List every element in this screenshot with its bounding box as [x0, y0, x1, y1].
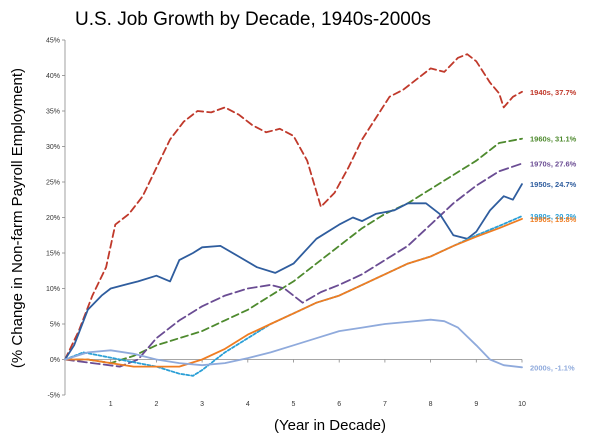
series-line-2000s — [64, 318, 523, 369]
y-tick-label: 0% — [50, 357, 60, 364]
y-tick-label: -5% — [48, 393, 60, 400]
series-label-1940s: 1940s, 37.7% — [530, 88, 577, 97]
x-tick-label: 7 — [383, 401, 387, 408]
y-tick-label: 45% — [46, 38, 60, 45]
series-label-1970s: 1970s, 27.6% — [530, 160, 577, 169]
series-labels: 1940s, 37.7% 1960s, 31.1% 1970s, 27.6% 1950… — [530, 88, 577, 372]
x-tick-label: 3 — [200, 401, 204, 408]
series-label-1950s: 1950s, 24.7% — [530, 180, 577, 189]
x-axis-title: (Year in Decade) — [274, 417, 386, 434]
x-tick-label: 5 — [292, 401, 296, 408]
y-tick-label: 30% — [46, 144, 60, 151]
series-line-1990s — [64, 218, 523, 368]
y-tick-label: 5% — [50, 322, 60, 329]
series-label-2000s: 2000s, -1.1% — [530, 363, 575, 372]
y-tick-label: 10% — [46, 286, 60, 293]
x-tick-label: 1 — [109, 401, 113, 408]
x-tick-label: 8 — [429, 401, 433, 408]
series-line-1950s — [64, 183, 523, 361]
x-tick-label: 4 — [246, 401, 250, 408]
series-label-1960s: 1960s, 31.1% — [530, 135, 577, 144]
x-tick-label: 9 — [474, 401, 478, 408]
x-tick-label: 6 — [337, 401, 341, 408]
x-tick-label: 10 — [518, 401, 526, 408]
y-axis-title: (% Change in Non-farm Payroll Employment… — [9, 68, 26, 368]
series-line-1980s — [64, 215, 523, 377]
y-tick-label: 25% — [46, 180, 60, 187]
series-lines — [64, 53, 523, 377]
series-label-1990s: 1990s, 19.8% — [530, 215, 577, 224]
y-tick-label: 20% — [46, 215, 60, 222]
chart-title: U.S. Job Growth by Decade, 1940s-2000s — [75, 9, 431, 30]
series-line-1970s — [64, 162, 523, 368]
y-tick-label: 40% — [46, 73, 60, 80]
series-line-1960s — [64, 137, 523, 364]
series-label-1980s: 1980s, 20.2% — [530, 212, 577, 221]
y-tick-label: 15% — [46, 251, 60, 258]
y-tick-label: 35% — [46, 109, 60, 116]
series-line-1940s — [64, 53, 523, 361]
axes: -5% 0% 5% 10% 15% 20% 25% 30% 35% 40% 45% 1 2 3 4 5 6 7 8 9… — [46, 38, 526, 409]
x-tick-label: 2 — [154, 401, 158, 408]
